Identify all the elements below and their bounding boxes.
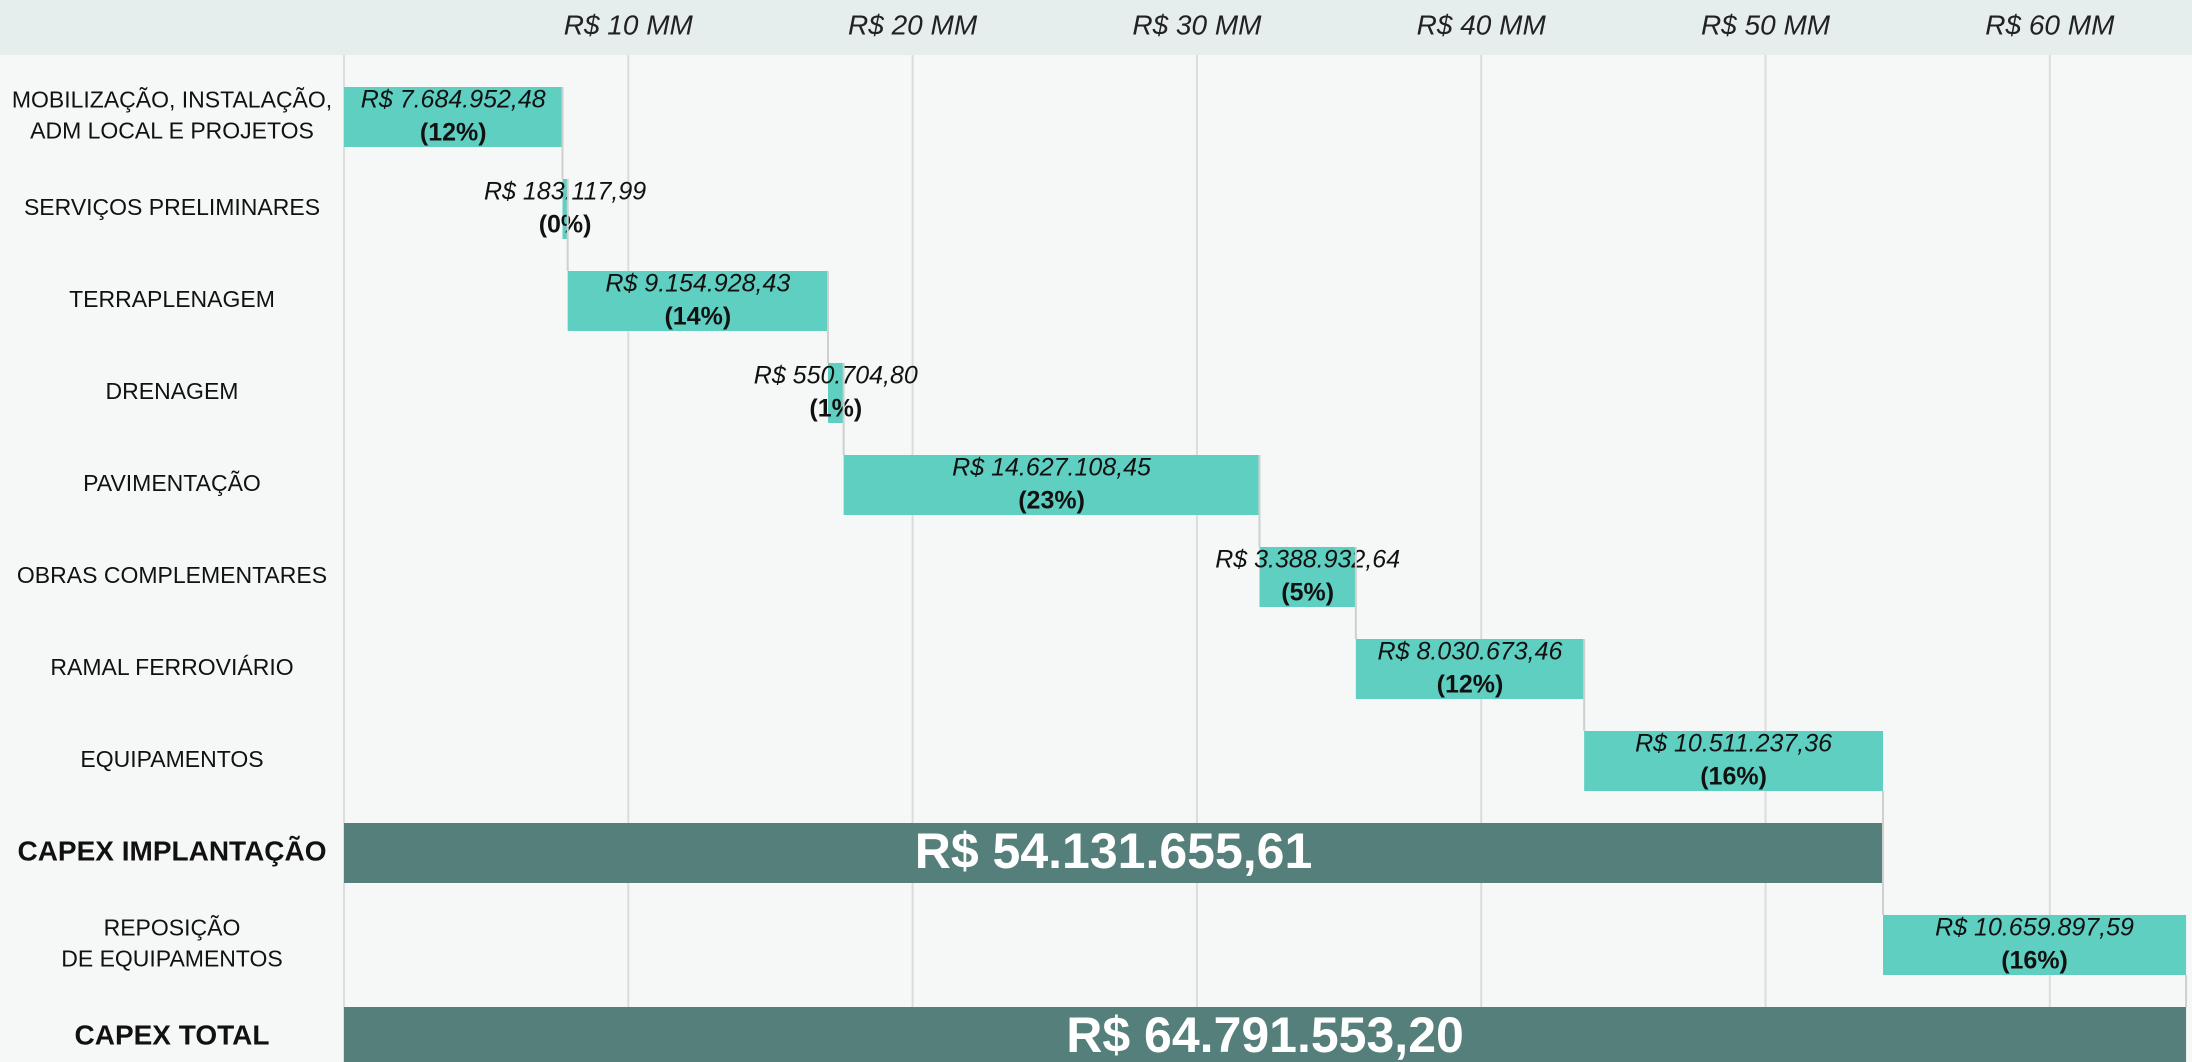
share-label: (0%) <box>539 211 592 239</box>
value-label: R$ 10.511.237,36 <box>1635 730 1832 758</box>
value-label: R$ 8.030.673,46 <box>1378 638 1563 666</box>
bar <box>843 455 1260 515</box>
x-tick-label: R$ 20 MM <box>848 9 978 40</box>
category-label: CAPEX IMPLANTAÇÃO <box>17 835 326 866</box>
share-label: (14%) <box>664 303 731 331</box>
bar <box>1355 639 1585 699</box>
category-label: TERRAPLENAGEM <box>69 286 275 312</box>
value-label: R$ 3.388.932,64 <box>1215 546 1400 574</box>
value-label: R$ 183.117,99 <box>484 178 646 206</box>
bar <box>1584 731 1884 791</box>
bar <box>562 179 568 239</box>
x-tick-label: R$ 30 MM <box>1132 9 1262 40</box>
x-tick-label: R$ 50 MM <box>1701 9 1831 40</box>
share-label: (23%) <box>1018 487 1085 515</box>
share-label: (12%) <box>1437 671 1504 699</box>
category-label: SERVIÇOS PRELIMINARES <box>24 194 320 220</box>
category-label: CAPEX TOTAL <box>75 1019 270 1050</box>
category-label: OBRAS COMPLEMENTARES <box>17 562 327 588</box>
share-label: (16%) <box>1700 763 1767 791</box>
share-label: (5%) <box>1281 579 1334 607</box>
category-label: PAVIMENTAÇÃO <box>83 470 261 496</box>
category-label: RAMAL FERROVIÁRIO <box>50 654 293 680</box>
value-label: R$ 9.154.928,43 <box>605 270 790 298</box>
category-label: REPOSIÇÃO DE EQUIPAMENTOS <box>61 915 283 972</box>
total-label: R$ 64.791.553,20 <box>1066 1007 1464 1062</box>
bar <box>567 271 828 331</box>
header-band <box>0 0 2192 55</box>
bar <box>344 87 563 147</box>
x-tick-label: R$ 40 MM <box>1417 9 1547 40</box>
bar <box>827 363 844 423</box>
value-label: R$ 550.704,80 <box>754 362 918 390</box>
total-label: R$ 54.131.655,61 <box>915 823 1313 879</box>
bar <box>1883 915 2187 975</box>
total-bar <box>344 1007 2187 1062</box>
value-label: R$ 7.684.952,48 <box>361 86 546 114</box>
category-label: MOBILIZAÇÃO, INSTALAÇÃO, ADM LOCAL E PROJ… <box>12 87 332 144</box>
value-label: R$ 14.627.108,45 <box>952 454 1151 482</box>
total-bar <box>344 823 1884 883</box>
bar <box>1259 547 1356 607</box>
share-label: (1%) <box>809 395 862 423</box>
share-label: (16%) <box>2001 947 2068 975</box>
value-label: R$ 10.659.897,59 <box>1935 914 2134 942</box>
share-label: (12%) <box>420 119 487 147</box>
x-tick-label: R$ 10 MM <box>564 9 694 40</box>
category-label: EQUIPAMENTOS <box>80 746 263 772</box>
x-tick-label: R$ 60 MM <box>1985 9 2115 40</box>
category-label: DRENAGEM <box>106 378 239 404</box>
